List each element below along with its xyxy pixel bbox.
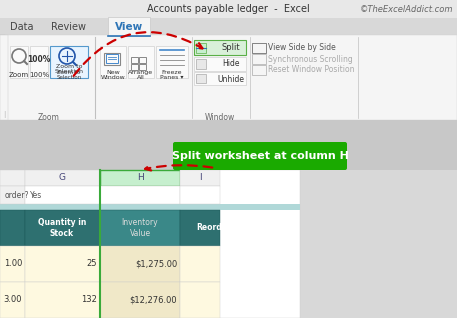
Text: $1,275.00: $1,275.00 <box>135 259 177 268</box>
FancyArrowPatch shape <box>74 32 202 76</box>
FancyBboxPatch shape <box>0 0 457 18</box>
Text: H: H <box>137 174 143 183</box>
FancyBboxPatch shape <box>0 120 457 178</box>
Text: Reorder: Reorder <box>196 224 231 232</box>
FancyBboxPatch shape <box>108 17 150 36</box>
Text: 1.00: 1.00 <box>4 259 22 268</box>
FancyBboxPatch shape <box>100 246 180 282</box>
FancyBboxPatch shape <box>173 142 347 170</box>
FancyBboxPatch shape <box>0 120 457 178</box>
FancyBboxPatch shape <box>0 35 457 120</box>
Text: Synchronous Scrolling: Synchronous Scrolling <box>268 54 353 64</box>
FancyBboxPatch shape <box>196 74 206 83</box>
Text: Zoom to
Selection: Zoom to Selection <box>54 64 84 74</box>
FancyBboxPatch shape <box>196 59 206 69</box>
Text: Split worksheet at column H: Split worksheet at column H <box>171 151 348 161</box>
FancyBboxPatch shape <box>0 186 25 204</box>
Text: 25: 25 <box>86 259 97 268</box>
Text: Hide: Hide <box>222 59 240 68</box>
Text: Window: Window <box>205 113 235 121</box>
Text: Split: Split <box>222 43 240 52</box>
Text: View: View <box>115 22 143 32</box>
FancyBboxPatch shape <box>0 35 8 120</box>
Text: Inventory
Value: Inventory Value <box>122 218 158 238</box>
Text: |: | <box>3 110 5 117</box>
FancyBboxPatch shape <box>100 46 126 78</box>
FancyBboxPatch shape <box>25 210 100 246</box>
FancyBboxPatch shape <box>0 18 457 35</box>
FancyBboxPatch shape <box>100 210 180 246</box>
FancyBboxPatch shape <box>180 186 220 204</box>
Text: New
Window: New Window <box>101 70 125 80</box>
FancyBboxPatch shape <box>194 72 246 85</box>
FancyBboxPatch shape <box>0 170 300 318</box>
FancyBboxPatch shape <box>50 46 88 78</box>
Text: Zoom: Zoom <box>38 113 60 121</box>
FancyBboxPatch shape <box>0 170 25 186</box>
FancyBboxPatch shape <box>100 282 180 318</box>
Text: Freeze
Panes ▾: Freeze Panes ▾ <box>160 70 184 80</box>
Text: 3.00: 3.00 <box>4 295 22 305</box>
Text: Data: Data <box>10 22 34 32</box>
FancyBboxPatch shape <box>180 170 220 186</box>
FancyBboxPatch shape <box>100 186 180 204</box>
Text: 100%: 100% <box>29 72 49 78</box>
Text: Quantity in
Stock: Quantity in Stock <box>38 218 86 238</box>
Text: ©TheExcelAddict.com: ©TheExcelAddict.com <box>360 4 453 13</box>
FancyBboxPatch shape <box>25 170 100 186</box>
FancyBboxPatch shape <box>196 43 206 53</box>
FancyBboxPatch shape <box>0 282 25 318</box>
FancyBboxPatch shape <box>128 46 154 78</box>
Text: I: I <box>199 174 202 183</box>
Text: order?: order? <box>5 190 30 199</box>
FancyBboxPatch shape <box>0 35 5 58</box>
Text: Zoom to
Selection: Zoom to Selection <box>56 70 82 80</box>
Text: Reset Window Position: Reset Window Position <box>268 66 355 74</box>
FancyBboxPatch shape <box>180 282 220 318</box>
Text: Unhide: Unhide <box>218 74 244 84</box>
Text: $12,276.00: $12,276.00 <box>129 295 177 305</box>
FancyArrowPatch shape <box>145 165 212 170</box>
FancyBboxPatch shape <box>0 170 457 318</box>
Text: 100%: 100% <box>27 56 51 65</box>
FancyBboxPatch shape <box>10 46 28 78</box>
Text: G: G <box>58 174 65 183</box>
FancyBboxPatch shape <box>0 204 300 210</box>
Text: Review: Review <box>51 22 85 32</box>
FancyBboxPatch shape <box>180 246 220 282</box>
Text: Yes: Yes <box>30 190 42 199</box>
FancyBboxPatch shape <box>194 57 246 71</box>
FancyBboxPatch shape <box>100 170 180 186</box>
FancyBboxPatch shape <box>180 210 220 246</box>
FancyBboxPatch shape <box>0 210 25 246</box>
FancyBboxPatch shape <box>30 46 48 78</box>
Text: Accounts payable ledger  -  Excel: Accounts payable ledger - Excel <box>147 4 310 14</box>
FancyBboxPatch shape <box>0 246 25 282</box>
Text: Arrange
All: Arrange All <box>128 70 154 80</box>
FancyBboxPatch shape <box>25 282 100 318</box>
Text: View Side by Side: View Side by Side <box>268 44 336 52</box>
Text: 132: 132 <box>81 295 97 305</box>
Text: Zoom: Zoom <box>9 72 29 78</box>
FancyBboxPatch shape <box>25 186 100 204</box>
FancyBboxPatch shape <box>156 46 188 78</box>
FancyBboxPatch shape <box>194 40 246 55</box>
FancyBboxPatch shape <box>25 246 100 282</box>
